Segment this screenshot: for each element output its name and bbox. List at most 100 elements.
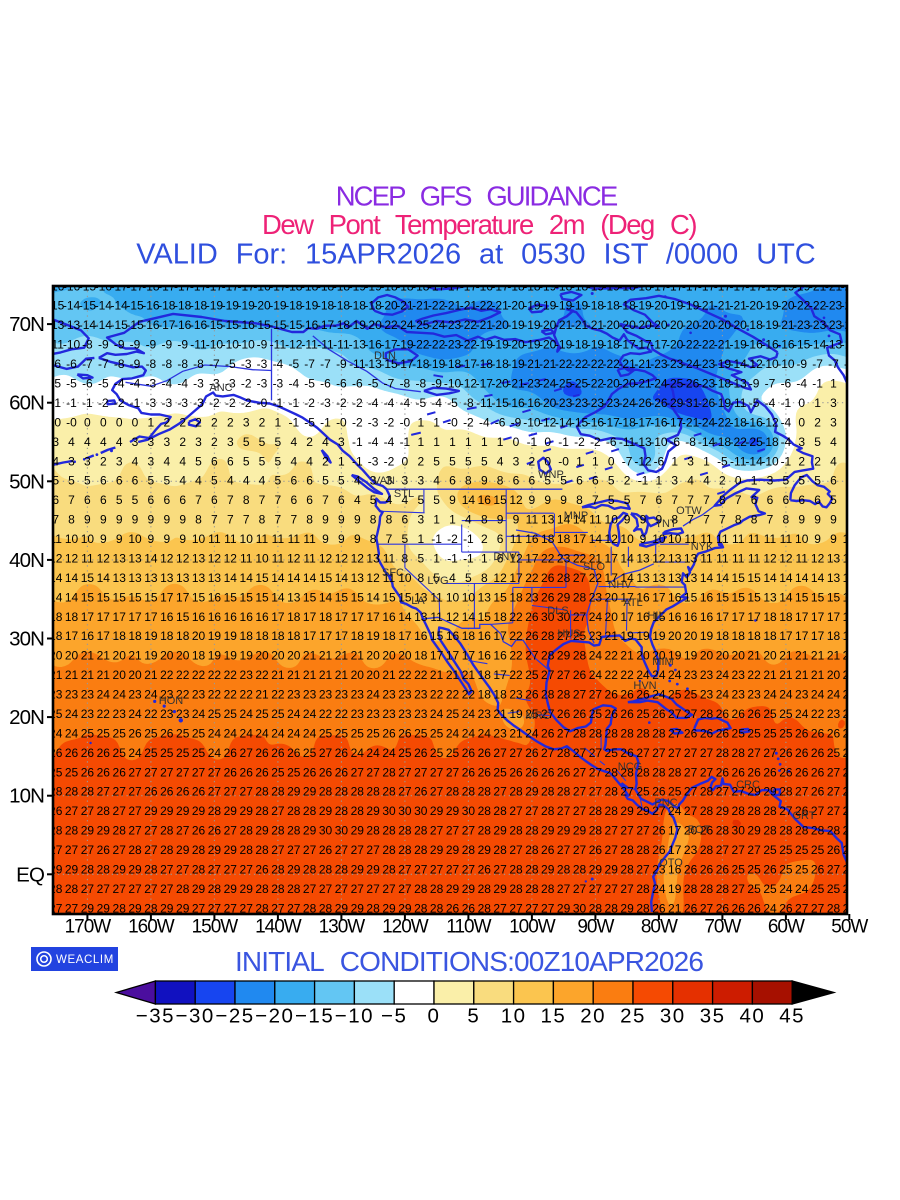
svg-text:-11-10-8-9-9-9-9-9-9-11-10-10-: -11-10 -8 -9 -9 -9 -9 -9 -9 -11-10-10-10 -9 -11-12… bbox=[47, 338, 858, 352]
svg-text:VAN: VAN bbox=[373, 475, 395, 487]
svg-text:-6-6-7-7-8-9-8-8-8-8-7-5-3-3-4: -6 -6 -7 -7 -8 -9 -8 -8 -8 -8 -7 -5 -3 -3 -4 -5 -7 -7 -9 -1… bbox=[50, 357, 855, 371]
svg-text:NYK: NYK bbox=[691, 541, 714, 553]
svg-text:10: 10 bbox=[501, 1005, 527, 1028]
svg-text:50N: 50N bbox=[9, 470, 44, 493]
svg-text:−30: −30 bbox=[176, 1005, 215, 1028]
svg-text:WEACLIM: WEACLIM bbox=[56, 954, 114, 966]
svg-text:130W: 130W bbox=[319, 917, 366, 938]
svg-text:MNP: MNP bbox=[564, 510, 588, 522]
svg-text:-13-13-14-14-15-15-16-17-16-16: -13-13-14-14-15-15-16-17-16-16-15-15-16-… bbox=[47, 318, 858, 332]
svg-text:20N: 20N bbox=[9, 706, 44, 729]
svg-text:5: 5 bbox=[467, 1005, 480, 1028]
svg-text:60N: 60N bbox=[9, 392, 44, 415]
svg-text:−10: −10 bbox=[335, 1005, 374, 1028]
svg-text:BOT: BOT bbox=[688, 824, 711, 836]
svg-text:70N: 70N bbox=[9, 313, 44, 336]
svg-text:60W: 60W bbox=[768, 917, 805, 938]
svg-text:120W: 120W bbox=[382, 917, 429, 938]
svg-text:NCEP GFS GUIDANCE: NCEP GFS GUIDANCE bbox=[336, 181, 618, 212]
svg-text:CRC: CRC bbox=[736, 779, 760, 791]
svg-text:−5: −5 bbox=[381, 1005, 407, 1028]
svg-text:100W: 100W bbox=[509, 917, 556, 938]
svg-text:140W: 140W bbox=[255, 917, 302, 938]
svg-text:40N: 40N bbox=[9, 549, 44, 572]
svg-text:15: 15 bbox=[540, 1005, 566, 1028]
svg-text:HUS: HUS bbox=[557, 628, 580, 640]
svg-text:LA: LA bbox=[411, 595, 425, 607]
svg-text:45: 45 bbox=[779, 1005, 805, 1028]
svg-text:70W: 70W bbox=[704, 917, 741, 938]
svg-text:ATL: ATL bbox=[623, 597, 642, 609]
svg-text:EQ: EQ bbox=[16, 863, 44, 886]
svg-text:WNP: WNP bbox=[538, 469, 564, 481]
svg-text:SFC: SFC bbox=[382, 567, 404, 579]
svg-text:OTO: OTO bbox=[659, 857, 683, 869]
svg-text:-1-1-1-2-2-1-3-3-3-3-2-2-2-0-1: -1 -1 -1 -2 -2 -1 -3 -3 -3 -3 -2 -2 -2 -0 -1 -1 -2 -3 -2 -2… bbox=[50, 396, 853, 410]
svg-text:Dew Pont Temperature 2m (Deg C: Dew Pont Temperature 2m (Deg C) bbox=[262, 209, 696, 240]
svg-text:STL: STL bbox=[394, 488, 414, 500]
svg-text:PNC: PNC bbox=[654, 797, 677, 809]
svg-text:LVG: LVG bbox=[427, 575, 448, 587]
svg-text:35: 35 bbox=[700, 1005, 726, 1028]
svg-text:-16-16-15-16-17-17-18-17-17-17: -16-16-15-16-17-17-18-17-17-17-17-17-17-… bbox=[47, 279, 858, 293]
svg-text:−35: −35 bbox=[136, 1005, 175, 1028]
svg-text:MIM: MIM bbox=[652, 656, 673, 668]
svg-text:HVN: HVN bbox=[633, 680, 656, 692]
svg-text:30N: 30N bbox=[9, 628, 44, 651]
svg-text:−20: −20 bbox=[255, 1005, 294, 1028]
svg-text:TNT: TNT bbox=[655, 518, 677, 530]
svg-text:SLO: SLO bbox=[583, 561, 605, 573]
svg-text:NCG: NCG bbox=[618, 761, 642, 773]
svg-text:10N: 10N bbox=[9, 785, 44, 808]
svg-text:OTW: OTW bbox=[676, 505, 702, 517]
svg-text:30: 30 bbox=[660, 1005, 686, 1028]
svg-text:DLN: DLN bbox=[374, 350, 396, 362]
svg-text:40: 40 bbox=[739, 1005, 765, 1028]
svg-text:GRT: GRT bbox=[792, 810, 815, 822]
svg-text:160W: 160W bbox=[128, 917, 175, 938]
svg-text:150W: 150W bbox=[192, 917, 239, 938]
svg-text:HIL: HIL bbox=[647, 610, 664, 622]
svg-text:−15: −15 bbox=[295, 1005, 334, 1028]
svg-text:20: 20 bbox=[580, 1005, 606, 1028]
svg-text:25: 25 bbox=[620, 1005, 646, 1028]
svg-text:VALID For: 15APR2026 at 0530 I: VALID For: 15APR2026 at 0530 IST /0000 U… bbox=[136, 239, 815, 271]
svg-text:50W: 50W bbox=[831, 917, 868, 938]
svg-text:0: 0 bbox=[428, 1005, 441, 1028]
svg-text:MRC: MRC bbox=[525, 710, 550, 722]
svg-text:-15-14-15-14-14-15-16-18-18-18: -15-14-15-14-14-15-16-18-18-18-19-19-19-… bbox=[47, 299, 858, 313]
svg-text:110W: 110W bbox=[446, 917, 491, 938]
svg-text:170W: 170W bbox=[65, 917, 112, 938]
svg-text:DNV: DNV bbox=[493, 551, 517, 563]
svg-text:90W: 90W bbox=[577, 917, 614, 938]
svg-text:NHV: NHV bbox=[608, 579, 632, 591]
svg-text:INITIAL CONDITIONS:00Z10APR202: INITIAL CONDITIONS:00Z10APR2026 bbox=[235, 946, 703, 977]
svg-text:DLS: DLS bbox=[547, 605, 568, 617]
